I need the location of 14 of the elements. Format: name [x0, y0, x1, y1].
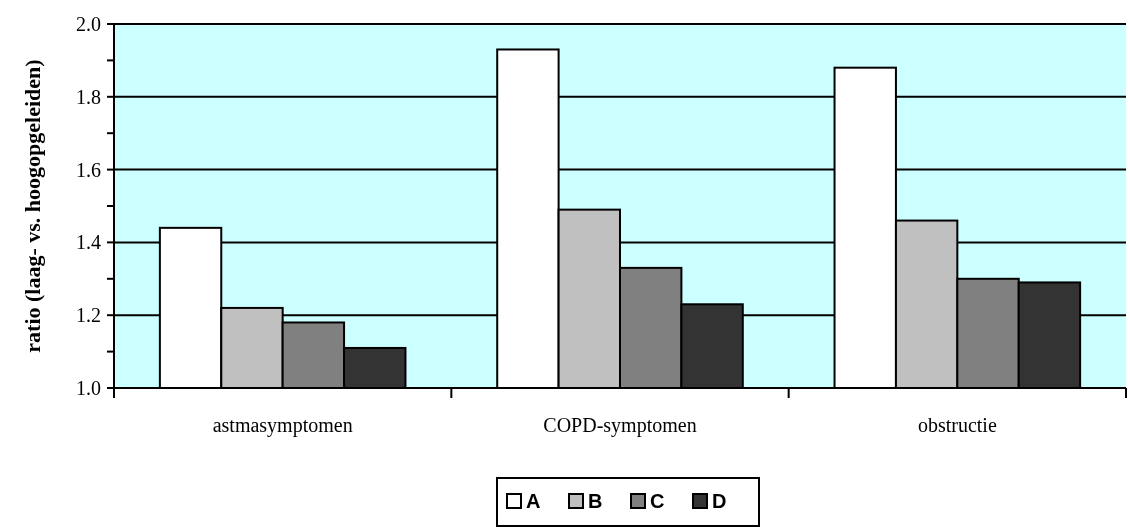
- y-tick-label: 1.2: [76, 304, 101, 327]
- y-axis-title: ratio (laag- vs. hoogopgeleiden): [20, 59, 45, 353]
- y-tick-label: 1.6: [76, 158, 101, 181]
- x-tick-label: obstructie: [917, 414, 997, 436]
- y-tick-label: 1.0: [76, 377, 101, 399]
- y-tick-label: 1.4: [76, 231, 101, 254]
- y-tick-label: 1.8: [76, 85, 101, 108]
- x-tick-label: astmasymptomen: [212, 414, 353, 437]
- legend-label: B: [588, 490, 603, 512]
- legend-label: D: [712, 490, 727, 512]
- x-tick-label: COPD-symptomen: [543, 414, 697, 437]
- legend-label: A: [526, 490, 541, 512]
- y-tick-label: 2.0: [76, 13, 101, 35]
- legend-label: C: [650, 490, 665, 512]
